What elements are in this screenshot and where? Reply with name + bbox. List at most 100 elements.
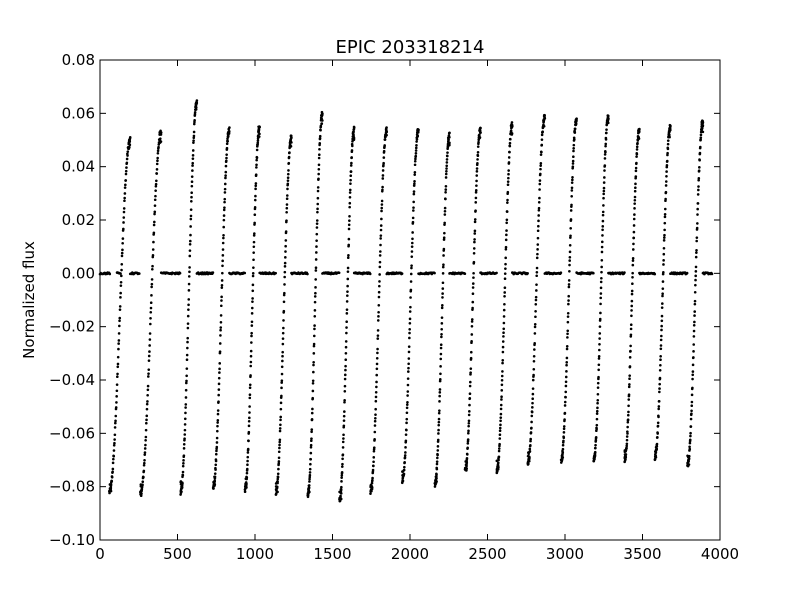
data-point bbox=[437, 417, 441, 421]
data-point bbox=[246, 463, 249, 467]
data-point bbox=[597, 375, 600, 379]
data-point bbox=[503, 272, 507, 275]
data-point bbox=[378, 280, 381, 283]
data-point bbox=[315, 219, 319, 222]
data-point bbox=[279, 418, 282, 422]
data-point bbox=[346, 266, 350, 270]
data-point bbox=[342, 437, 345, 440]
data-point bbox=[380, 199, 384, 203]
data-point bbox=[225, 153, 228, 156]
data-point bbox=[252, 245, 256, 249]
data-point bbox=[282, 326, 285, 330]
data-point bbox=[122, 221, 125, 224]
data-point bbox=[436, 453, 439, 457]
data-point bbox=[656, 435, 659, 439]
data-point bbox=[153, 212, 156, 216]
data-point bbox=[696, 207, 699, 211]
data-point bbox=[466, 438, 470, 441]
data-point bbox=[192, 141, 195, 144]
data-point bbox=[603, 157, 607, 160]
data-point bbox=[401, 479, 405, 483]
data-point bbox=[308, 473, 312, 477]
data-point bbox=[665, 170, 668, 173]
data-point bbox=[309, 443, 313, 447]
data-point bbox=[346, 284, 349, 288]
data-point bbox=[700, 120, 704, 124]
data-point bbox=[378, 284, 381, 288]
x-tick-label: 3500 bbox=[623, 545, 661, 563]
data-point bbox=[346, 256, 350, 260]
data-point bbox=[154, 194, 157, 198]
data-point bbox=[665, 175, 668, 178]
data-point bbox=[416, 135, 420, 138]
data-point bbox=[405, 411, 409, 415]
data-point bbox=[537, 214, 540, 217]
data-point bbox=[565, 344, 569, 348]
data-point bbox=[345, 308, 349, 311]
data-point bbox=[184, 406, 187, 409]
data-point bbox=[124, 179, 128, 182]
data-point bbox=[344, 345, 348, 349]
data-point bbox=[192, 122, 196, 126]
data-point bbox=[121, 241, 124, 245]
data-point bbox=[629, 327, 633, 331]
data-point bbox=[156, 151, 160, 155]
data-point bbox=[248, 396, 252, 400]
data-point bbox=[287, 155, 291, 159]
data-point bbox=[500, 383, 504, 387]
data-point bbox=[343, 400, 346, 404]
data-point bbox=[249, 374, 252, 377]
data-point bbox=[537, 200, 541, 204]
data-point bbox=[310, 437, 313, 440]
data-point bbox=[348, 191, 352, 194]
data-point bbox=[341, 446, 345, 449]
data-point bbox=[252, 258, 255, 262]
data-point bbox=[406, 390, 410, 393]
data-point bbox=[536, 243, 540, 246]
data-point bbox=[114, 419, 117, 423]
data-point bbox=[659, 363, 662, 367]
data-point bbox=[248, 383, 252, 387]
data-point bbox=[157, 143, 161, 146]
data-point bbox=[468, 403, 471, 407]
data-points bbox=[98, 99, 714, 503]
data-point bbox=[221, 248, 225, 251]
data-point bbox=[440, 332, 443, 336]
data-point bbox=[623, 453, 627, 456]
data-point bbox=[626, 420, 630, 424]
data-point bbox=[666, 139, 670, 142]
data-point bbox=[691, 386, 694, 390]
data-point bbox=[654, 449, 658, 452]
data-point bbox=[188, 249, 192, 252]
y-tick-label: −0.10 bbox=[49, 531, 95, 549]
data-point bbox=[664, 197, 667, 201]
data-point bbox=[347, 243, 351, 247]
chart-title: EPIC 203318214 bbox=[336, 37, 485, 58]
data-point bbox=[120, 251, 124, 255]
data-point bbox=[606, 114, 610, 118]
data-point bbox=[112, 457, 115, 461]
data-point bbox=[507, 169, 510, 172]
data-point bbox=[439, 357, 443, 361]
data-point bbox=[283, 270, 287, 274]
data-point bbox=[157, 145, 160, 149]
data-point bbox=[191, 154, 195, 157]
data-point bbox=[218, 350, 222, 353]
data-point bbox=[213, 484, 216, 487]
data-point bbox=[371, 478, 374, 482]
data-point bbox=[689, 431, 692, 435]
data-point bbox=[444, 172, 448, 176]
data-point bbox=[120, 254, 124, 258]
data-point bbox=[350, 149, 354, 152]
data-point bbox=[287, 161, 291, 165]
data-point bbox=[316, 196, 320, 200]
data-point bbox=[476, 161, 479, 165]
data-point bbox=[211, 271, 215, 274]
data-point bbox=[352, 126, 356, 130]
data-point bbox=[604, 142, 608, 146]
data-point bbox=[247, 430, 251, 434]
data-point bbox=[184, 403, 188, 406]
data-point bbox=[442, 236, 446, 239]
data-point bbox=[182, 447, 186, 450]
